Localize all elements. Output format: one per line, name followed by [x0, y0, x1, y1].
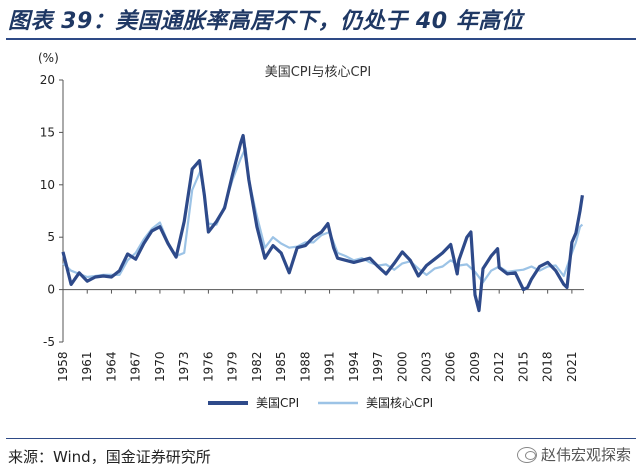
source-note: 来源：Wind，国金证券研究所	[8, 448, 211, 466]
x-tick-label: 2006	[444, 351, 458, 382]
series-layer	[61, 133, 584, 313]
x-tick-label: 1982	[250, 351, 264, 382]
watermark-text: 赵伟宏观探索	[540, 446, 631, 464]
y-tick-label: 10	[40, 178, 55, 192]
title-rule	[6, 38, 636, 40]
x-tick-label: 2018	[541, 351, 555, 382]
x-tick-label: 2009	[468, 351, 482, 382]
x-tick-label: 1979	[226, 351, 240, 382]
y-tick-label: 5	[47, 230, 55, 244]
y-axis-unit-label: (%)	[38, 51, 59, 65]
y-tick-label: -5	[43, 335, 55, 349]
x-tick-label: 1988	[298, 351, 312, 382]
x-tick-label: 1970	[153, 351, 167, 382]
x-tick-label: 2015	[516, 351, 530, 382]
x-tick-label: 1964	[104, 351, 118, 382]
x-tick-label: 2003	[419, 351, 433, 382]
x-tick-label: 1997	[371, 351, 385, 382]
x-tick-label: 2012	[492, 351, 506, 382]
x-tick-label: 1967	[129, 351, 143, 382]
y-tick-label: 20	[40, 73, 55, 87]
series-line-core-cpi	[62, 147, 584, 284]
x-tick-label: 2000	[395, 351, 409, 382]
series-line-cpi	[61, 133, 584, 313]
wechat-icon	[516, 446, 537, 463]
legend-label-core-cpi: 美国核心CPI	[366, 396, 433, 410]
x-tick-label: 2021	[565, 351, 579, 382]
chart-legend: 美国CPI 美国核心CPI	[208, 396, 433, 410]
chart-title: 美国CPI与核心CPI	[265, 65, 372, 80]
legend-label-cpi: 美国CPI	[256, 396, 299, 410]
watermark: 赵伟宏观探索	[516, 444, 631, 465]
chart-axes: -5 0 5 10 15 20 1958 1961 1964 1967 1970 1973 1976 19…	[40, 73, 584, 382]
x-tick-label: 1973	[177, 351, 191, 382]
y-tick-label: 0	[47, 283, 55, 297]
x-tick-label: 1958	[56, 351, 70, 382]
x-tick-label: 1991	[323, 351, 337, 382]
bottom-rule	[6, 438, 636, 439]
y-tick-label: 15	[40, 125, 55, 139]
x-tick-label: 1976	[201, 351, 215, 382]
x-tick-label: 1985	[274, 351, 288, 382]
x-tick-label: 1994	[347, 351, 361, 382]
figure-title: 图表 39：美国通胀率高居不下，仍处于 40 年高位	[8, 9, 524, 34]
x-tick-label: 1961	[80, 351, 94, 382]
